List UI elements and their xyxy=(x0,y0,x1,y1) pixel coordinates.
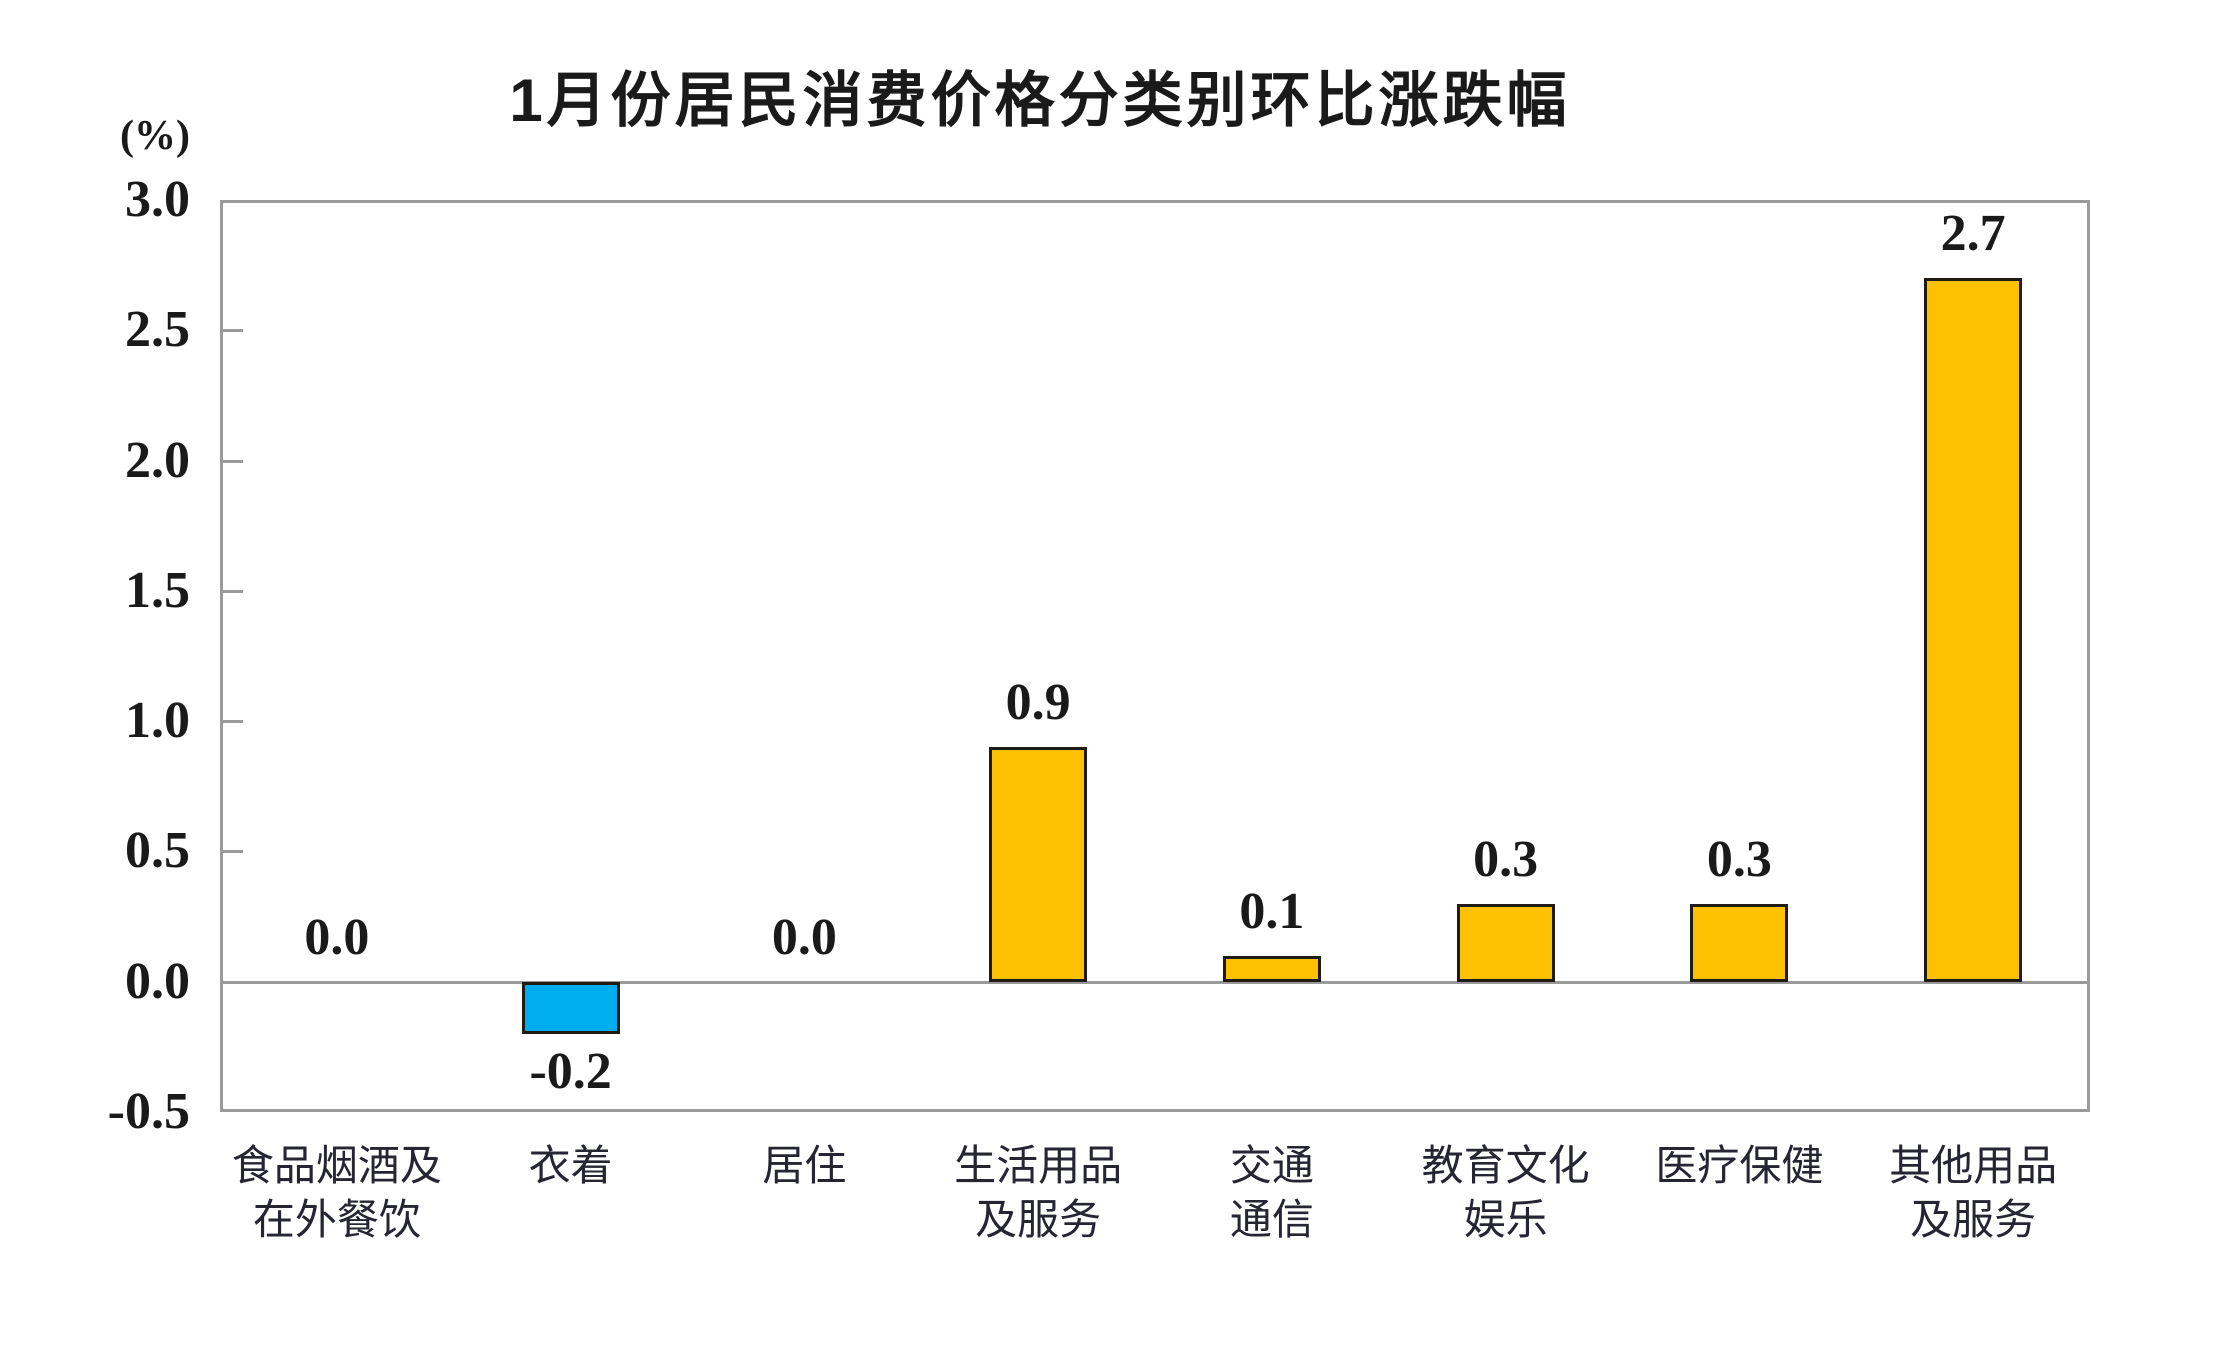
x-axis-category-label: 教育文化 娱乐 xyxy=(1421,1144,1590,1244)
y-axis-tick-label: -0.5 xyxy=(107,1083,190,1140)
bar-value-label: 0.9 xyxy=(1005,674,1071,732)
y-axis-tick-label: 0.5 xyxy=(125,822,190,880)
bar-value-label: 0.1 xyxy=(1239,882,1305,940)
x-axis-category-label: 交通 通信 xyxy=(1229,1144,1314,1244)
y-axis-tick-label: 2.0 xyxy=(125,431,190,489)
x-axis-category-label: 其他用品 及服务 xyxy=(1889,1144,2058,1244)
y-axis-tick-mark xyxy=(223,850,243,854)
x-axis-category-label: 医疗保健 xyxy=(1655,1144,1824,1190)
y-axis-tick-label: 0.0 xyxy=(125,952,190,1010)
y-axis-tick-label: 1.5 xyxy=(125,561,190,619)
bar-6 xyxy=(1456,903,1555,982)
bar-value-label: 0.3 xyxy=(1473,830,1539,888)
bar-value-label: -0.2 xyxy=(529,1042,612,1100)
bar-value-label: 0.3 xyxy=(1706,830,1772,888)
y-axis-tick-mark xyxy=(223,589,243,593)
chart-title: 1月份居民消费价格分类别环比涨跌幅 xyxy=(509,67,1571,134)
y-axis-tick-mark xyxy=(223,329,243,333)
bar-4 xyxy=(989,747,1088,982)
x-axis-category-label: 衣着 xyxy=(528,1144,613,1190)
x-axis-category-label: 居住 xyxy=(762,1144,847,1190)
y-axis-tick-label: 3.0 xyxy=(125,171,190,228)
y-axis-unit-label: (%) xyxy=(120,113,190,159)
zero-baseline xyxy=(220,980,2090,984)
bar-value-label: 0.0 xyxy=(304,908,370,966)
bar-2 xyxy=(521,981,620,1034)
plot-area xyxy=(220,200,2090,1112)
x-axis-category-label: 生活用品 及服务 xyxy=(954,1144,1123,1244)
bar-7 xyxy=(1690,903,1789,982)
bar-value-label: 2.7 xyxy=(1940,205,2006,263)
y-axis-tick-mark xyxy=(223,720,243,724)
bar-value-label: 0.0 xyxy=(771,908,837,966)
y-axis-tick-mark xyxy=(223,459,243,463)
y-axis-tick-label: 2.5 xyxy=(125,301,190,359)
bar-8 xyxy=(1924,278,2023,982)
bar-5 xyxy=(1222,955,1321,982)
x-axis-category-label: 食品烟酒及 在外餐饮 xyxy=(231,1144,442,1244)
y-axis-tick-label: 1.0 xyxy=(125,692,190,750)
